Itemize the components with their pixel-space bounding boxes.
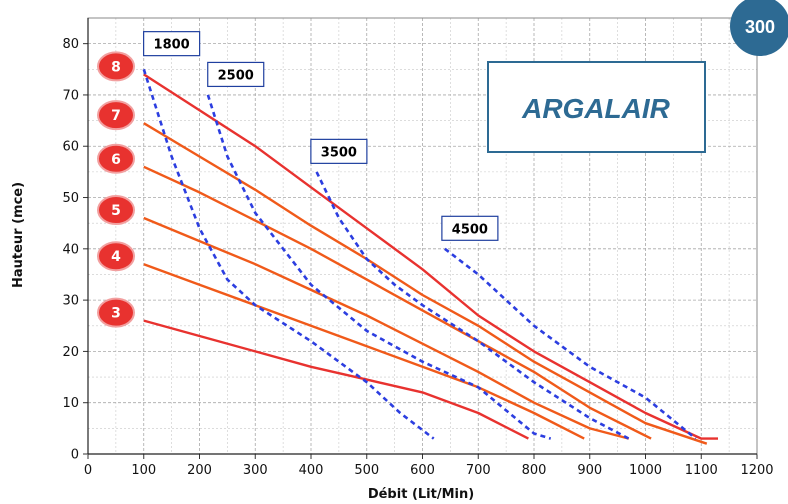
- pressure-curve-3: [143, 319, 529, 440]
- x-tick-label: 400: [299, 463, 324, 478]
- x-tick-label: 1200: [740, 463, 773, 478]
- pressure-badge-6: 6: [97, 143, 135, 174]
- speed-label-box: [143, 31, 201, 57]
- x-tick-label: 700: [466, 463, 491, 478]
- logo-text: ARGALAIR: [521, 93, 671, 124]
- x-tick-label: 900: [577, 463, 602, 478]
- curves: [142, 68, 718, 445]
- speed-label-text: 1800: [154, 38, 190, 53]
- corner-badge: 300: [730, 0, 788, 56]
- pressure-badge-7: 7: [97, 100, 135, 131]
- pressure-badge-text: 6: [111, 152, 121, 168]
- speed-curve-2500: [206, 94, 552, 440]
- pressure-badge-circle: [97, 241, 135, 272]
- pressure-badge-text: 8: [111, 59, 121, 75]
- x-tick-label: 0: [84, 463, 92, 478]
- pressure-badge-4: 4: [97, 241, 135, 272]
- speed-label-2500: 2500: [207, 61, 265, 88]
- x-tick-label: 300: [243, 463, 268, 478]
- pressure-badge-circle: [97, 297, 135, 328]
- pressure-curve-5: [143, 216, 630, 440]
- speed-curve-3500: [315, 171, 630, 440]
- speed-label-text: 2500: [218, 68, 254, 83]
- x-tick-label: 600: [410, 463, 435, 478]
- y-tick-label: 30: [62, 294, 79, 309]
- speed-label-text: 4500: [452, 222, 488, 237]
- pressure-badge-circle: [97, 195, 135, 226]
- speed-label-text: 3500: [321, 145, 357, 160]
- y-tick-label: 40: [62, 242, 79, 257]
- x-tick-label: 100: [131, 463, 156, 478]
- y-tick-label: 20: [62, 345, 79, 360]
- x-tick-label: 1100: [685, 463, 718, 478]
- pressure-curve-8: [143, 73, 718, 440]
- x-tick-label: 500: [354, 463, 379, 478]
- pressure-curve-6: [143, 165, 652, 440]
- speed-label-1800: 1800: [143, 31, 201, 57]
- pressure-badge-circle: [97, 143, 135, 174]
- pressure-badge-8: 8: [97, 51, 135, 82]
- pressure-curve-7: [143, 122, 708, 445]
- speed-label-4500: 4500: [441, 215, 499, 241]
- pressure-badge-5: 5: [97, 195, 135, 226]
- x-axis-title: Débit (Lit/Min): [368, 487, 474, 502]
- pressure-badge-text: 7: [111, 108, 121, 124]
- pressure-badge-text: 3: [111, 306, 121, 322]
- y-tick-label: 0: [71, 448, 79, 463]
- speed-curve-1800: [142, 68, 435, 440]
- y-tick-label: 10: [62, 396, 79, 411]
- pressure-badge-text: 5: [111, 203, 121, 219]
- x-tick-label: 800: [522, 463, 547, 478]
- speed-labels: 1800 2500 3500 4500: [143, 31, 499, 241]
- y-tick-label: 70: [62, 88, 79, 103]
- speed-label-box: [441, 215, 499, 241]
- speed-label-box: [207, 61, 265, 88]
- corner-badge-text: 300: [745, 17, 775, 37]
- pressure-curve-4: [143, 263, 585, 440]
- y-axis-title: Hauteur (mce): [11, 182, 26, 288]
- pressure-badge-circle: [97, 100, 135, 131]
- speed-curve-4500: [444, 247, 697, 440]
- y-tick-label: 50: [62, 191, 79, 206]
- pressure-badges: 8 7 6 5 4 3: [97, 51, 135, 328]
- pressure-badge-3: 3: [97, 297, 135, 328]
- pressure-badge-text: 4: [111, 249, 121, 265]
- argalair-logo: ARGALAIR: [487, 61, 706, 153]
- speed-label-box: [310, 138, 368, 164]
- x-tick-label: 1000: [629, 463, 662, 478]
- y-tick-label: 60: [62, 140, 79, 155]
- axes: 0 100 200 300 400 500 600 700 800 900 1000 1100 1200…: [62, 17, 774, 478]
- pressure-badge-circle: [97, 51, 135, 82]
- y-tick-label: 80: [62, 37, 79, 52]
- x-tick-label: 200: [187, 463, 212, 478]
- speed-label-3500: 3500: [310, 138, 368, 164]
